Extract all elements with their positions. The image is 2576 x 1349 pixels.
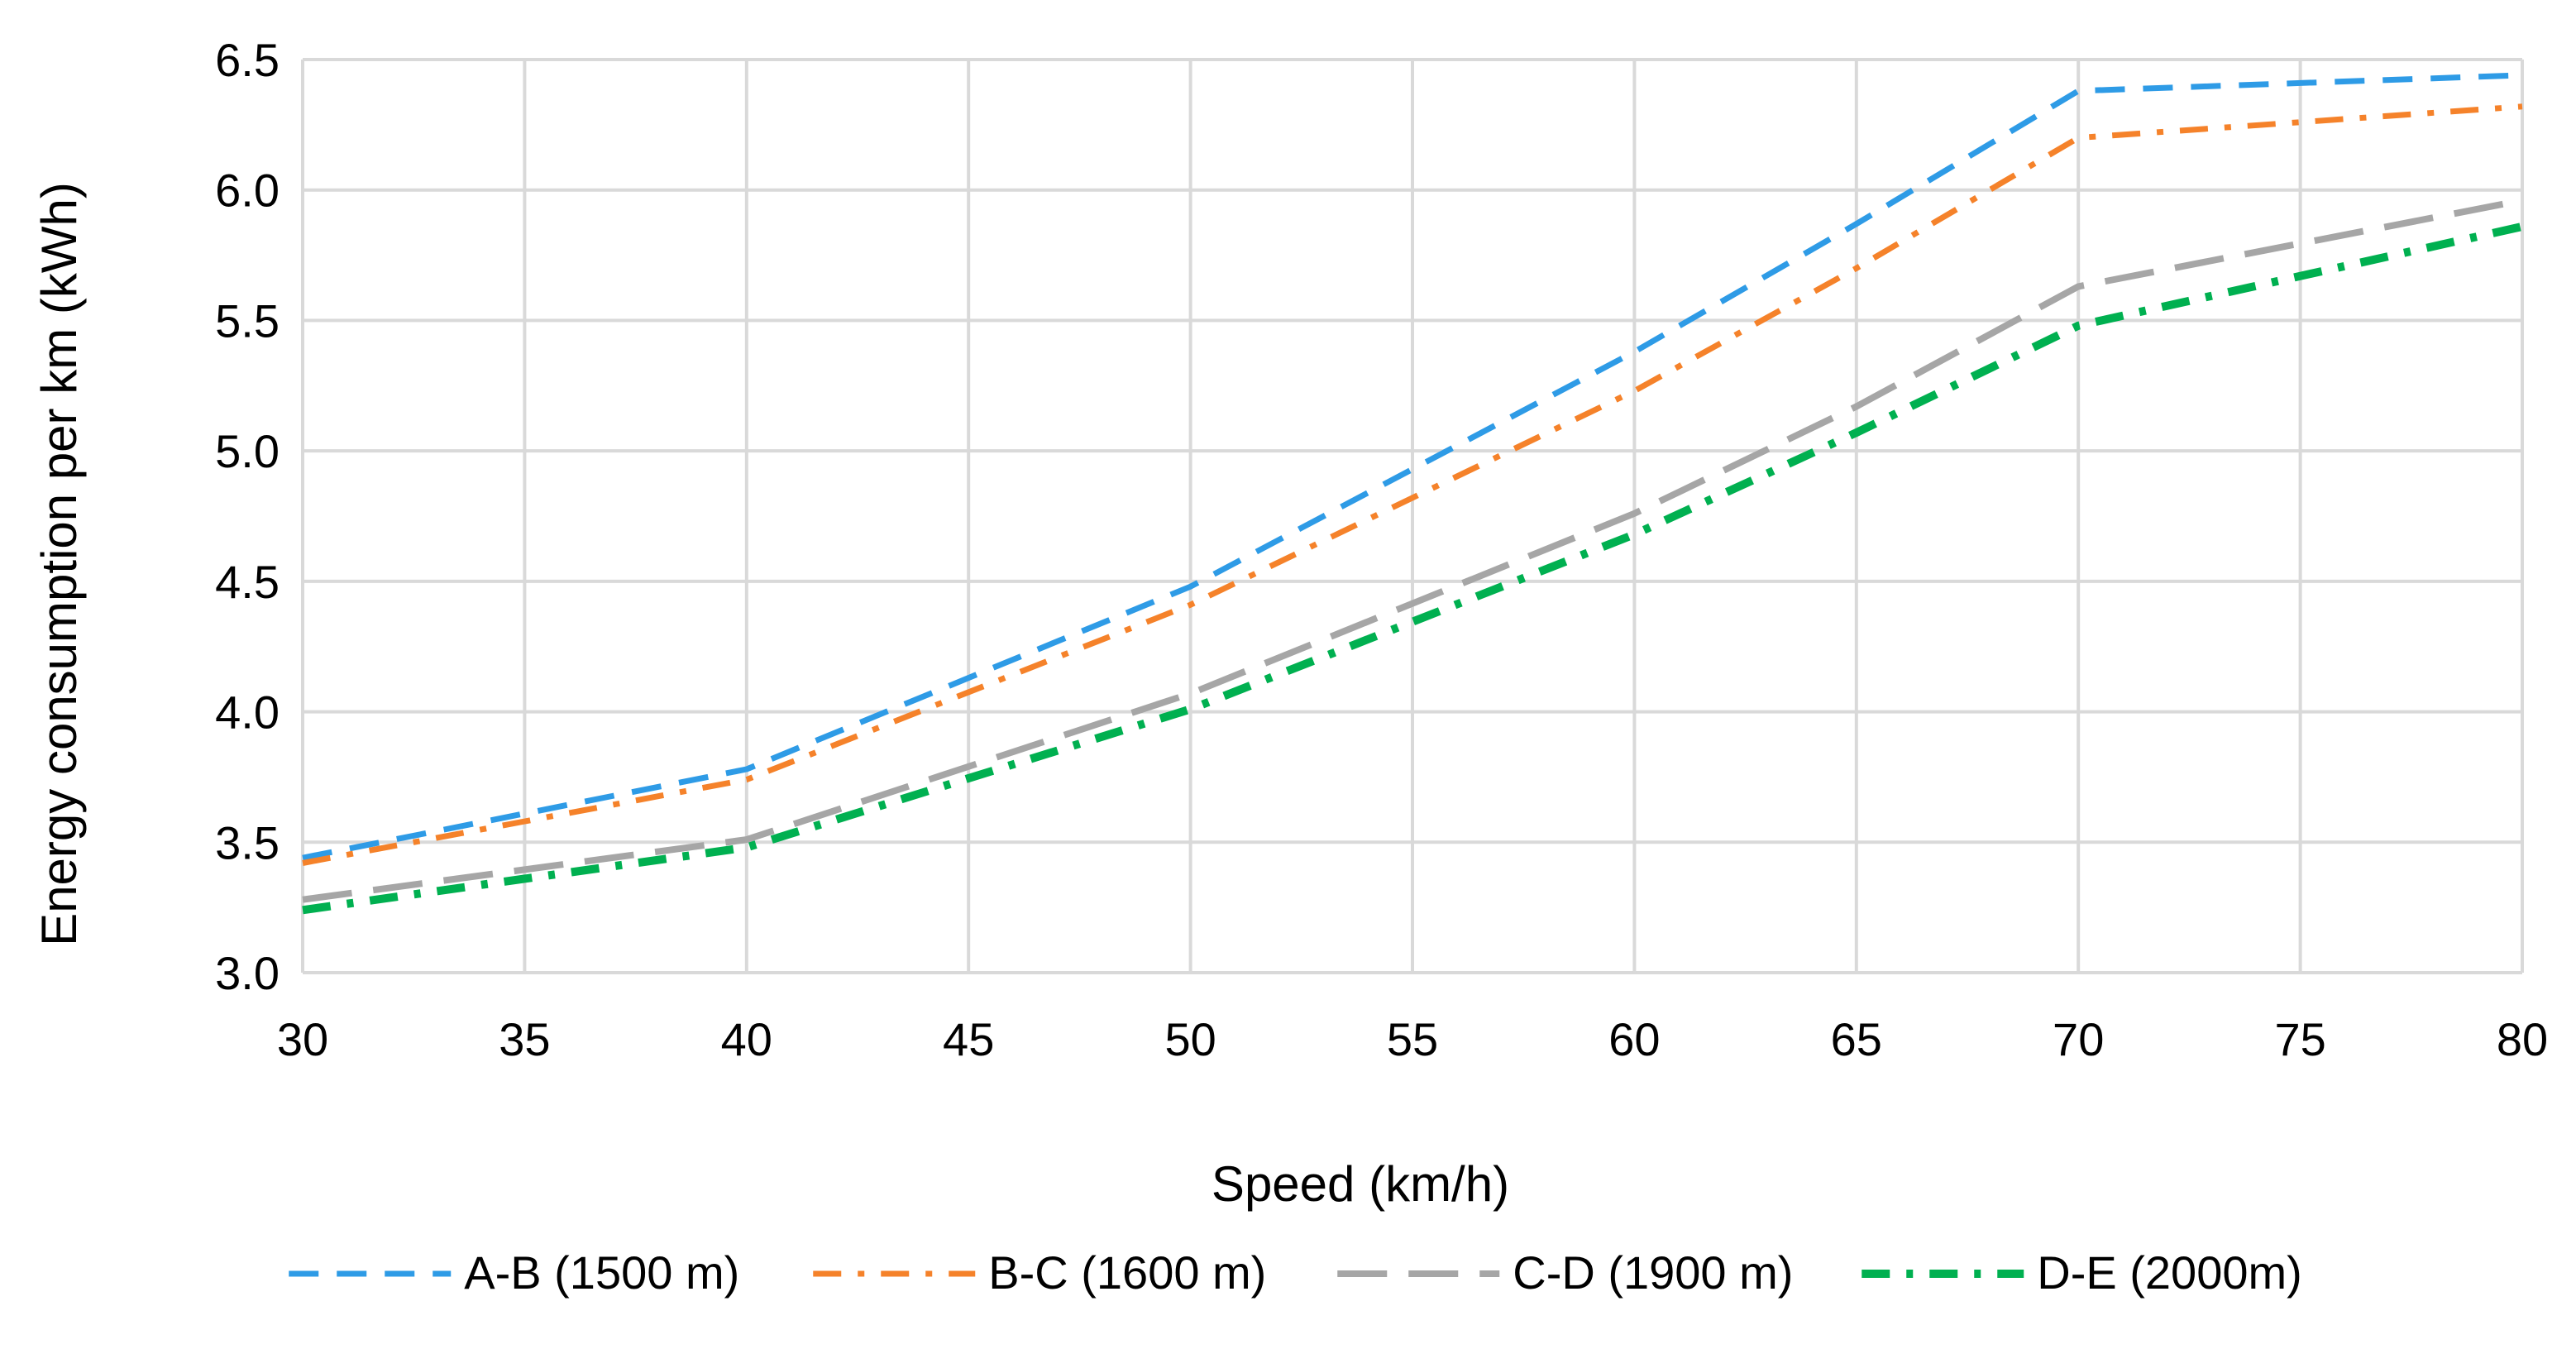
y-tick-label: 6.5	[215, 34, 280, 86]
y-tick-label: 5.0	[215, 425, 280, 477]
series-line-4	[302, 222, 2524, 915]
legend-item-1: A-B (1500 m)	[289, 1246, 739, 1299]
y-tick-label: 3.5	[215, 816, 280, 868]
series-lines	[302, 72, 2524, 915]
y-axis-ticks: 3.0 3.5 4.0 4.5 5.0 5.5 6.0 6.5	[215, 34, 280, 999]
x-tick-label: 75	[2274, 1013, 2325, 1065]
x-tick-label: 70	[2053, 1013, 2104, 1065]
x-tick-label: 55	[1387, 1013, 1438, 1065]
legend-item-4: D-E (2000m)	[1862, 1246, 2302, 1299]
x-tick-label: 45	[943, 1013, 994, 1065]
x-tick-label: 40	[721, 1013, 772, 1065]
legend-item-2: B-C (1600 m)	[813, 1246, 1266, 1299]
y-tick-label: 3.0	[215, 947, 280, 999]
legend-label: D-E (2000m)	[2037, 1246, 2302, 1299]
gridlines	[301, 58, 2524, 974]
x-tick-label: 30	[277, 1013, 328, 1065]
x-axis-title: Speed (km/h)	[1212, 1156, 1509, 1212]
y-tick-label: 6.0	[215, 165, 280, 217]
legend-label: C-D (1900 m)	[1513, 1246, 1793, 1299]
y-tick-label: 4.0	[215, 686, 280, 739]
legend: A-B (1500 m) B-C (1600 m) C-D (1900 m) D-E …	[289, 1246, 2302, 1299]
x-tick-label: 60	[1608, 1013, 1660, 1065]
y-tick-label: 5.5	[215, 294, 280, 347]
x-tick-label: 35	[499, 1013, 550, 1065]
legend-label: A-B (1500 m)	[464, 1246, 739, 1299]
x-tick-label: 50	[1164, 1013, 1216, 1065]
legend-item-3: C-D (1900 m)	[1337, 1246, 1793, 1299]
x-tick-label: 65	[1831, 1013, 1882, 1065]
x-tick-label: 80	[2497, 1013, 2548, 1065]
x-axis-ticks: 30 35 40 45 50 55 60 65 70 75 80	[277, 1013, 2548, 1065]
legend-label: B-C (1600 m)	[988, 1246, 1266, 1299]
series-line-2	[302, 103, 2523, 866]
series-line-1	[302, 72, 2523, 861]
series-line-3	[302, 197, 2523, 903]
y-axis-title: Energy consumption per km (kWh)	[31, 182, 87, 946]
y-tick-label: 4.5	[215, 556, 280, 608]
